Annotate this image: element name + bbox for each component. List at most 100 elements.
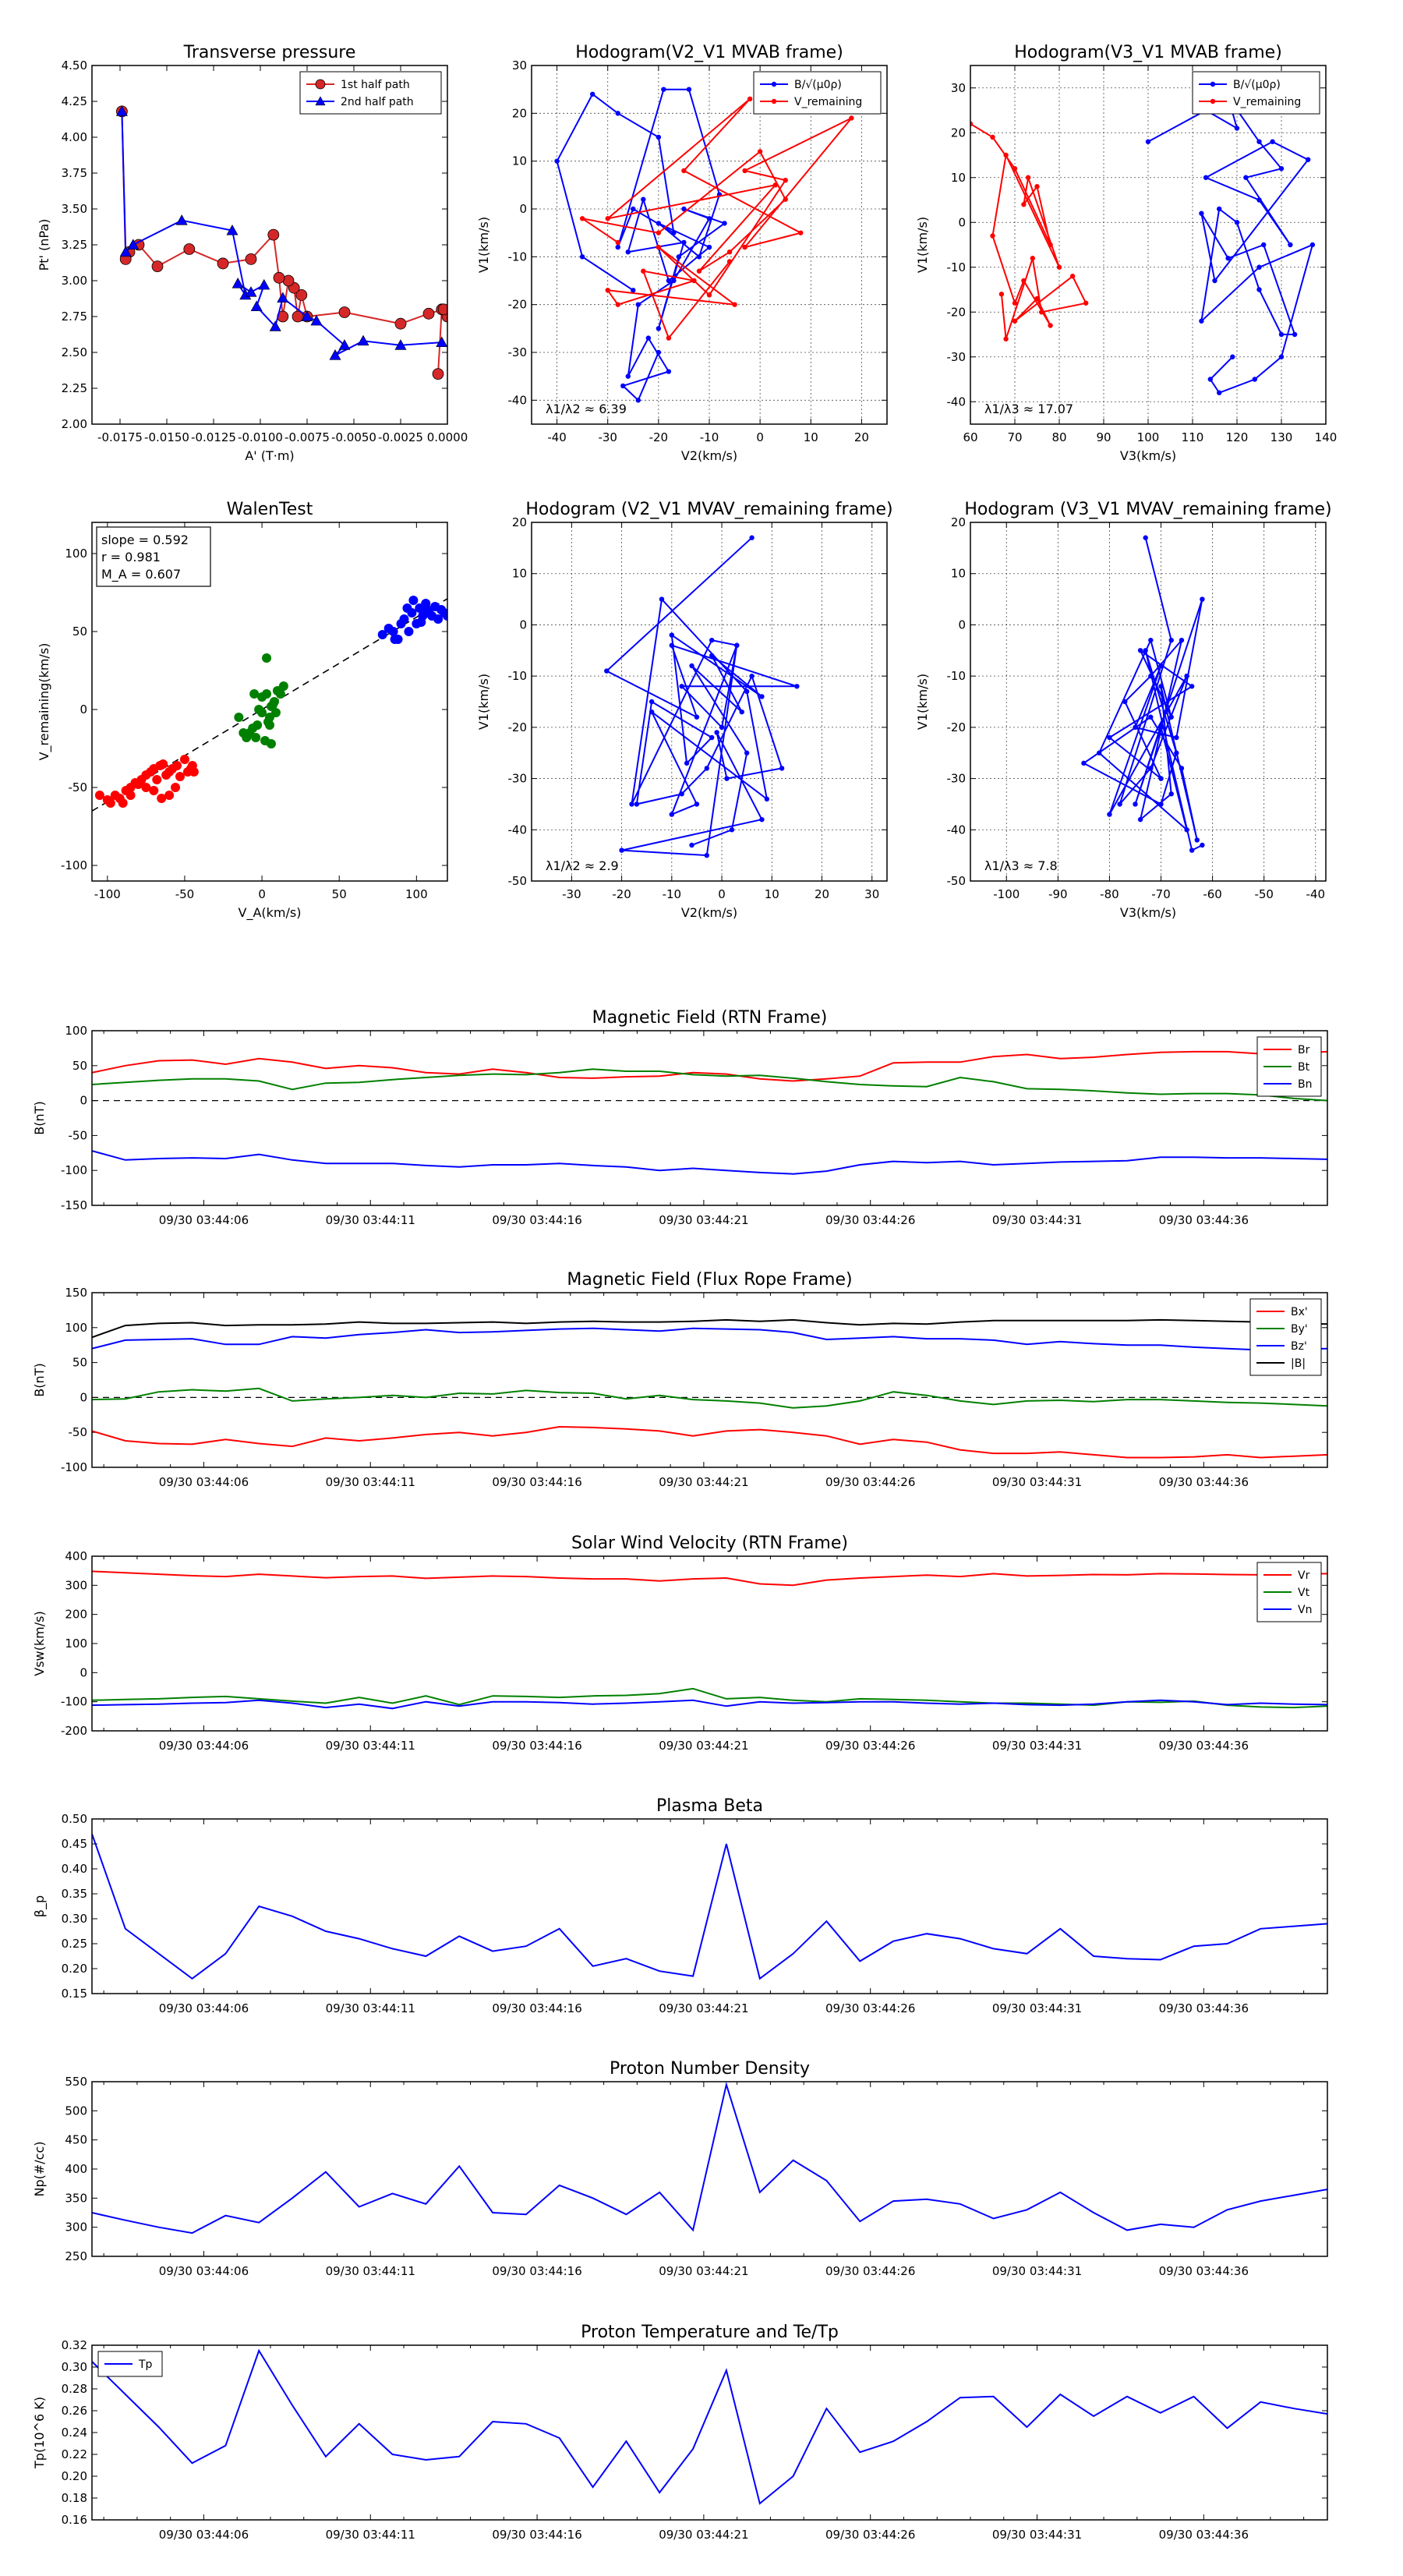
ratio-annotation: λ1/λ3 ≈ 7.8 — [984, 858, 1058, 873]
point-hodogram — [1179, 766, 1185, 771]
legend-label: Vn — [1298, 1604, 1312, 1616]
point-v-remaining — [1012, 166, 1018, 172]
y-tick-label: 20 — [951, 515, 966, 529]
hodogram-v3v1-mvav-chart: Hodogram (V3_V1 MVAV_remaining frame) -50… — [915, 500, 1332, 920]
point-v-remaining — [1056, 264, 1062, 270]
y-tick-label: 0.40 — [62, 1862, 87, 1876]
point-hodogram — [734, 642, 740, 648]
y-tick-label: -40 — [508, 823, 528, 837]
legend-label: By' — [1291, 1323, 1308, 1336]
x-tick-label: 09/30 03:44:06 — [159, 1213, 249, 1227]
y-tick-label: -30 — [508, 345, 528, 359]
point-b-0- — [1203, 175, 1209, 180]
y-tick-label: 0.26 — [62, 2404, 87, 2418]
point-v-remaining — [615, 302, 620, 307]
y-tick-label: 350 — [65, 2191, 87, 2205]
x-tick-label: 09/30 03:44:36 — [1159, 1475, 1249, 1489]
point-v-remaining — [605, 216, 610, 221]
point-green — [248, 724, 258, 733]
point-2nd-half-path — [269, 320, 281, 331]
point-hodogram — [704, 766, 709, 771]
point-2nd-half-path — [231, 278, 244, 288]
point-2nd-half-path — [357, 334, 369, 346]
y-axis-label: V1(km/s) — [476, 217, 491, 273]
point-v-remaining — [706, 292, 712, 298]
point-hodogram — [619, 847, 624, 853]
point-b-0- — [706, 216, 712, 221]
point-hodogram — [749, 535, 755, 540]
x-tick-label: 90 — [1096, 430, 1111, 444]
y-tick-label: 0.20 — [62, 2469, 87, 2483]
x-tick-label: -60 — [1203, 887, 1222, 901]
point-blue — [388, 627, 398, 636]
point-hodogram — [669, 642, 675, 648]
point-b-0- — [641, 196, 646, 202]
point-red — [171, 783, 181, 792]
point-hodogram — [759, 816, 765, 823]
x-tick-label: -20 — [649, 430, 669, 444]
y-tick-label: -40 — [508, 393, 528, 407]
point-b-0- — [645, 335, 652, 341]
point-2nd-half-path — [310, 314, 323, 326]
point-b-0- — [1199, 318, 1204, 324]
point-hodogram — [629, 801, 634, 807]
magnetic-field-rtn-chart: Magnetic Field (RTN Frame) -150 -100 -50 0 50… — [32, 1008, 1328, 1227]
y-tick-label: 0 — [519, 202, 527, 216]
x-tick-label: 09/30 03:44:26 — [825, 1475, 915, 1489]
point-b-0- — [625, 249, 631, 255]
x-tick-label: 09/30 03:44:06 — [159, 2264, 249, 2278]
y-tick-label: -50 — [508, 874, 528, 888]
point-hodogram — [1143, 648, 1148, 653]
point-b-0- — [671, 230, 677, 235]
series-line-bz- — [92, 1327, 1327, 1351]
point-hodogram — [1148, 714, 1154, 720]
point-b-0- — [579, 254, 585, 260]
point-1st-half-path — [432, 368, 444, 380]
point-hodogram — [1081, 760, 1087, 766]
plot-area — [92, 2082, 1327, 2235]
transverse-pressure-chart: Transverse pressure 2.00 2.25 2.50 2.75 3.00 3… — [37, 43, 468, 463]
point-red — [149, 786, 159, 795]
y-tick-label: 100 — [65, 1024, 87, 1038]
y-tick-label: 2.50 — [62, 345, 87, 359]
x-tick-label: 09/30 03:44:11 — [326, 2528, 415, 2542]
point-v-remaining — [696, 268, 702, 274]
point-b-0- — [554, 158, 560, 164]
stats-box — [96, 526, 211, 587]
legend-label: 2nd half path — [341, 96, 414, 108]
plot-area — [554, 87, 854, 403]
point-b-0- — [1252, 377, 1258, 382]
x-tick-label: -100 — [94, 887, 121, 901]
point-hodogram — [659, 596, 665, 602]
point-v-remaining — [783, 178, 788, 183]
y-tick-label: 0.22 — [62, 2447, 87, 2461]
y-tick-label: -100 — [61, 1695, 87, 1709]
point-v-remaining — [742, 244, 747, 250]
legend-box — [299, 71, 442, 115]
x-tick-label: 09/30 03:44:21 — [659, 1475, 748, 1489]
point-hodogram — [794, 684, 800, 689]
point-hodogram — [689, 842, 694, 848]
point-v-remaining — [783, 196, 788, 202]
point-v-remaining — [990, 233, 995, 239]
legend-label: Bt — [1298, 1061, 1310, 1074]
point-b-0- — [1212, 278, 1217, 284]
ratio-annotation: λ1/λ3 ≈ 17.07 — [984, 402, 1073, 416]
point-hodogram — [684, 760, 690, 766]
point-2nd-half-path — [115, 105, 128, 116]
y-tick-label: -200 — [61, 1724, 87, 1738]
point-b-0- — [615, 244, 620, 250]
legend-label: B/√(μ0ρ) — [794, 79, 842, 91]
x-tick-label: 09/30 03:44:31 — [992, 2001, 1082, 2015]
y-tick-label: -50 — [69, 1425, 88, 1439]
point-b-0- — [722, 221, 727, 226]
y-axis-label: Vsw(km/s) — [32, 1611, 47, 1675]
y-axis-label: V_remaining(km/s) — [37, 643, 52, 761]
y-tick-label: -30 — [508, 772, 528, 786]
legend-label: Bn — [1298, 1078, 1312, 1091]
point-v-remaining — [1048, 323, 1053, 328]
point-v-remaining — [849, 115, 854, 121]
point-hodogram — [689, 663, 694, 669]
x-axis-label: V2(km/s) — [681, 905, 737, 920]
legend: Vr Vt Vn — [1256, 1562, 1322, 1622]
